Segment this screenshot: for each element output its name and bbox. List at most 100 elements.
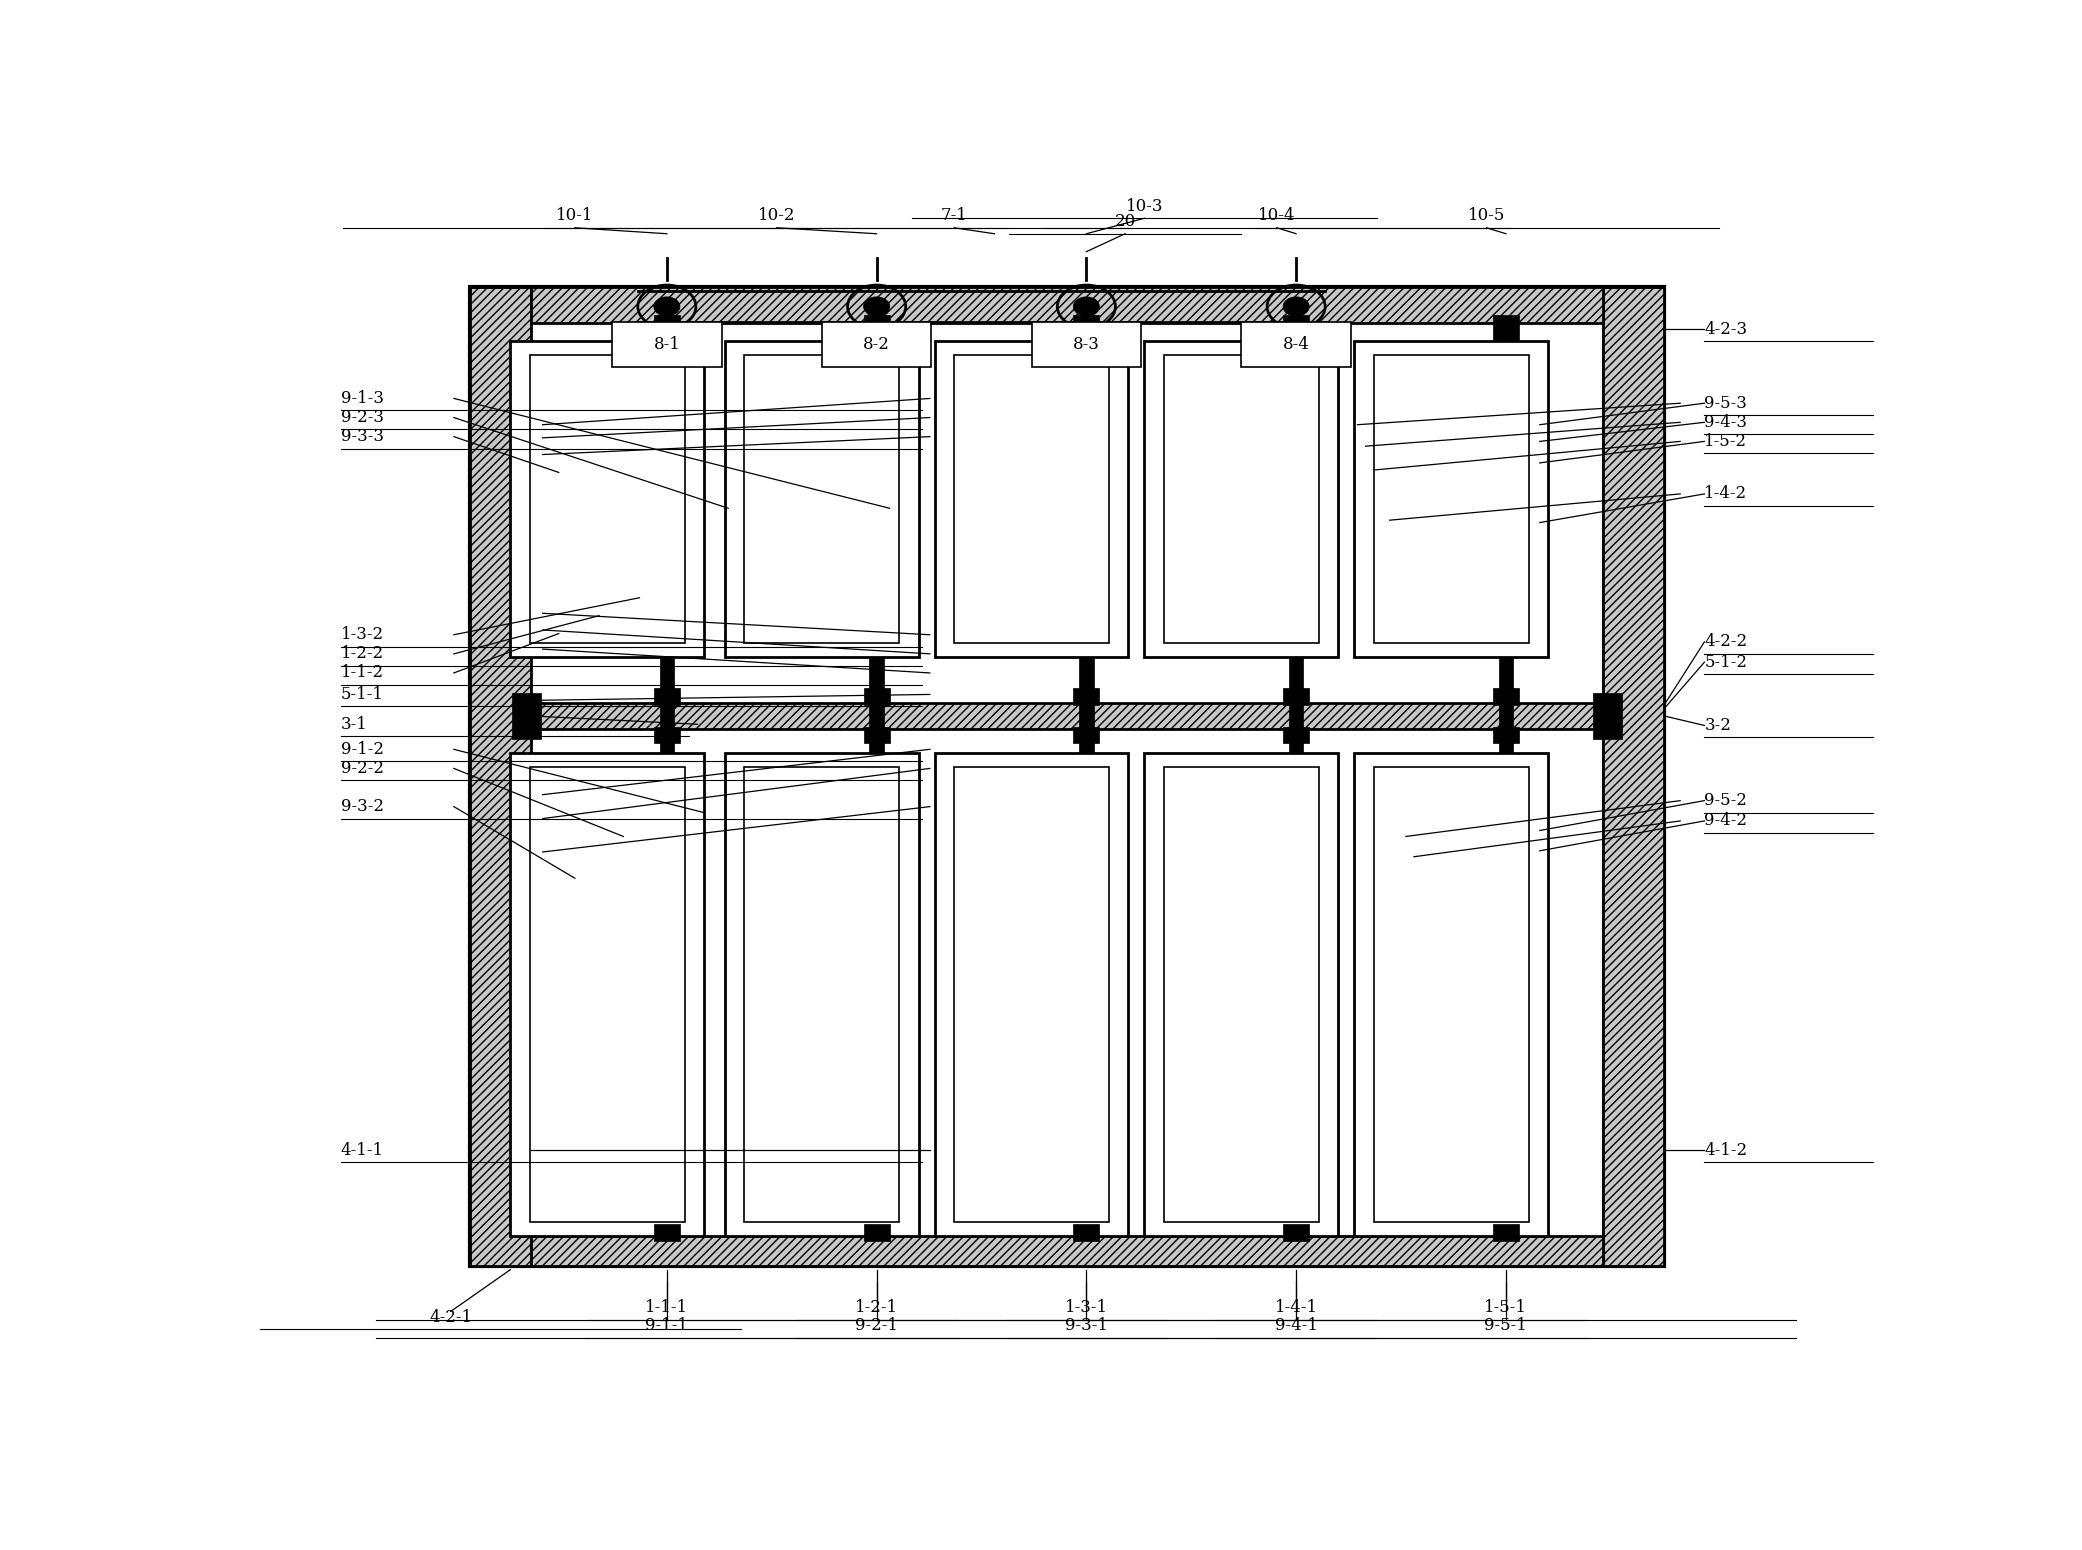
Bar	[1283, 315, 1310, 339]
Bar	[1074, 315, 1099, 339]
Text: 4-2-3: 4-2-3	[1705, 321, 1747, 338]
Bar	[510, 341, 704, 657]
Bar	[1078, 324, 1093, 1237]
Text: 1-5-1: 1-5-1	[1484, 1299, 1528, 1316]
Bar	[935, 341, 1128, 657]
Bar	[864, 315, 889, 339]
Text: 9-5-1: 9-5-1	[1484, 1318, 1528, 1335]
Text: 9-3-1: 9-3-1	[1064, 1318, 1108, 1335]
Bar	[1074, 727, 1099, 744]
Bar	[529, 767, 685, 1221]
Bar	[1164, 767, 1318, 1221]
Bar	[531, 1237, 1603, 1266]
Bar	[654, 315, 679, 339]
Bar	[531, 287, 1603, 1266]
Bar	[870, 324, 885, 1237]
Bar	[660, 324, 675, 1237]
Bar	[1283, 727, 1310, 744]
Bar	[745, 355, 899, 643]
Text: 9-1-2: 9-1-2	[341, 741, 383, 758]
Bar	[471, 287, 531, 1266]
Text: 4-2-2: 4-2-2	[1705, 634, 1747, 651]
Text: 4-1-2: 4-1-2	[1705, 1142, 1747, 1159]
Text: 8-2: 8-2	[864, 336, 891, 353]
Bar	[1145, 341, 1339, 657]
Text: 1-4-2: 1-4-2	[1705, 485, 1747, 502]
Bar	[954, 767, 1110, 1221]
Text: 5-1-2: 5-1-2	[1705, 654, 1747, 671]
Bar	[864, 688, 889, 705]
Text: 1-3-1: 1-3-1	[1064, 1299, 1108, 1316]
Bar	[1283, 688, 1310, 705]
Text: 1-4-1: 1-4-1	[1274, 1299, 1318, 1316]
Bar	[1353, 753, 1547, 1237]
Bar	[1374, 767, 1528, 1221]
Text: 5-1-1: 5-1-1	[341, 687, 383, 704]
Text: 8-3: 8-3	[1072, 336, 1099, 353]
Text: 10-3: 10-3	[1126, 198, 1164, 215]
Text: 1-1-1: 1-1-1	[645, 1299, 689, 1316]
Text: 3-1: 3-1	[341, 716, 369, 733]
Bar	[864, 1224, 889, 1242]
Circle shape	[1074, 298, 1099, 316]
Bar	[510, 753, 704, 1237]
Text: 9-3-2: 9-3-2	[341, 798, 383, 815]
Circle shape	[654, 298, 681, 316]
Bar	[725, 753, 918, 1237]
Text: 8-1: 8-1	[654, 336, 681, 353]
Text: 9-2-3: 9-2-3	[341, 409, 383, 426]
Text: 9-4-3: 9-4-3	[1705, 414, 1747, 431]
Text: 20: 20	[1114, 214, 1137, 231]
Bar	[531, 287, 1603, 324]
Text: 10-1: 10-1	[556, 208, 593, 225]
Text: 3-2: 3-2	[1705, 718, 1732, 735]
Bar	[531, 702, 1603, 728]
Bar	[1145, 753, 1339, 1237]
Text: 1-5-2: 1-5-2	[1705, 432, 1747, 450]
Bar	[1499, 324, 1514, 1237]
Bar	[1493, 688, 1518, 705]
Text: 10-4: 10-4	[1258, 208, 1295, 225]
Text: 1-2-2: 1-2-2	[341, 645, 383, 662]
Text: 1-3-2: 1-3-2	[341, 626, 383, 643]
Bar	[1241, 322, 1351, 367]
Text: 8-4: 8-4	[1283, 336, 1310, 353]
Text: 10-5: 10-5	[1468, 208, 1505, 225]
Bar	[471, 287, 1664, 1266]
Bar	[529, 355, 685, 643]
Bar	[1493, 727, 1518, 744]
Text: 4-2-1: 4-2-1	[429, 1308, 473, 1325]
Text: 9-1-3: 9-1-3	[341, 391, 383, 408]
Text: 9-3-3: 9-3-3	[341, 428, 383, 445]
Text: 1-1-2: 1-1-2	[341, 665, 383, 682]
Bar	[1283, 1224, 1310, 1242]
Circle shape	[1283, 298, 1310, 316]
Bar	[725, 341, 918, 657]
Text: 9-1-1: 9-1-1	[645, 1318, 689, 1335]
Bar	[654, 727, 679, 744]
Bar	[1031, 322, 1141, 367]
Text: 7-1: 7-1	[941, 208, 968, 225]
Bar	[1493, 315, 1518, 339]
Bar	[1603, 287, 1664, 1266]
Text: 9-2-2: 9-2-2	[341, 760, 383, 777]
Bar	[954, 355, 1110, 643]
Bar	[1289, 324, 1303, 1237]
Bar	[654, 1224, 679, 1242]
Text: 4-1-1: 4-1-1	[341, 1142, 383, 1159]
Bar	[1593, 693, 1622, 739]
Bar	[935, 753, 1128, 1237]
Bar	[745, 767, 899, 1221]
Text: 1-2-1: 1-2-1	[856, 1299, 897, 1316]
Bar	[864, 727, 889, 744]
Bar	[1374, 355, 1528, 643]
Bar	[654, 688, 679, 705]
Text: 9-4-1: 9-4-1	[1274, 1318, 1318, 1335]
Text: 9-5-3: 9-5-3	[1705, 395, 1747, 412]
Bar	[1353, 341, 1547, 657]
Circle shape	[864, 298, 889, 316]
Bar	[612, 322, 722, 367]
Bar	[822, 322, 931, 367]
Bar	[1074, 1224, 1099, 1242]
Text: 9-4-2: 9-4-2	[1705, 812, 1747, 829]
